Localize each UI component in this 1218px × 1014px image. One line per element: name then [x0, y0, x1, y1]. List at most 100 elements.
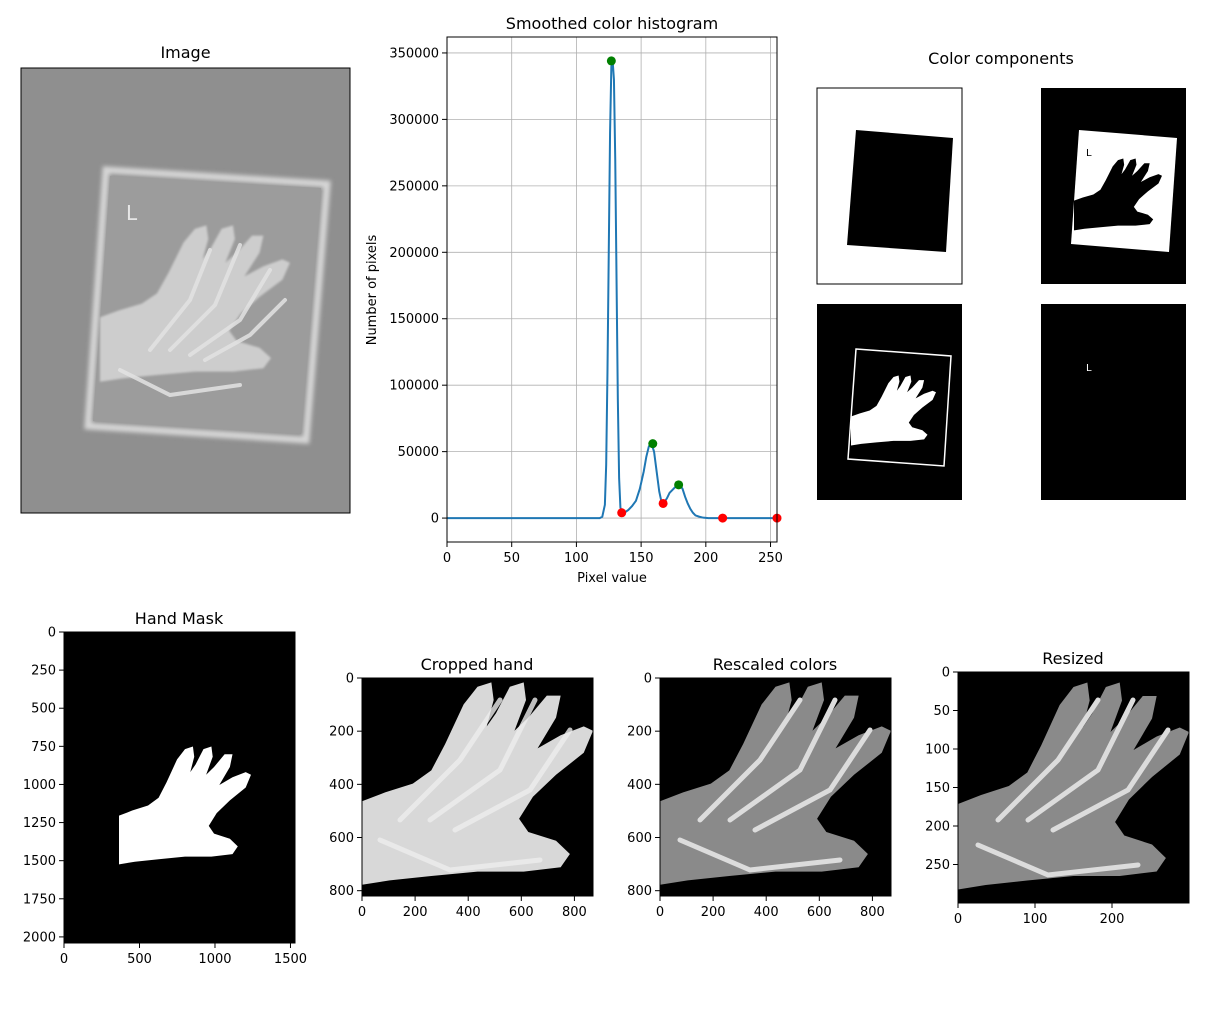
mask-frame: [63, 631, 296, 944]
mask-xtick-label: 1000: [198, 952, 231, 967]
histogram-ytick-label: 250000: [389, 179, 439, 194]
resized-xtick-label: 100: [1023, 912, 1048, 927]
cropped-ytick-label: 400: [329, 778, 354, 793]
resized-xtick-label: 0: [954, 912, 962, 927]
mask-ytick-label: 500: [31, 702, 56, 717]
histogram-ytick-label: 50000: [398, 445, 439, 460]
histogram-peak-point: [606, 56, 616, 66]
resized-ytick-label: 0: [942, 666, 950, 681]
rescaled-ytick-label: 400: [627, 778, 652, 793]
histogram-title: Smoothed color histogram: [506, 14, 718, 33]
resized-title: Resized: [1042, 649, 1103, 668]
histogram-xtick-label: 0: [443, 551, 451, 566]
histogram-valley-point: [658, 498, 668, 508]
histogram-x-ticks: 0 50 100 150 200 250: [443, 542, 783, 566]
rescaled-xtick-label: 200: [701, 905, 726, 920]
mask-ytick-label: 1750: [23, 892, 56, 907]
mask-ytick-label: 1000: [23, 778, 56, 793]
rescaled-ytick-label: 600: [627, 831, 652, 846]
components-title: Color components: [928, 49, 1074, 68]
component-letter: L: [1041, 304, 1186, 500]
histogram-xtick-label: 200: [693, 551, 718, 566]
resized-ticks: 0 100 200 0 50 100 150 200 250: [925, 666, 1190, 927]
resized-panel: Resized 0 100 200 0 50 100 150 200 250: [925, 649, 1190, 927]
cropped-ytick-label: 600: [329, 831, 354, 846]
marker-letter: L: [126, 201, 138, 225]
mask-ytick-label: 1500: [23, 854, 56, 869]
image-panel: Image L: [20, 43, 351, 514]
cropped-xtick-label: 200: [403, 905, 428, 920]
cropped-xtick-label: 600: [509, 905, 534, 920]
histogram-xtick-label: 150: [629, 551, 654, 566]
mask-ytick-label: 1250: [23, 816, 56, 831]
histogram-ytick-label: 0: [431, 512, 439, 527]
rescaled-xtick-label: 0: [656, 905, 664, 920]
histogram-xtick-label: 100: [564, 551, 589, 566]
cropped-xtick-label: 400: [456, 905, 481, 920]
histogram-ytick-label: 200000: [389, 246, 439, 261]
histogram-y-ticks: 0 50000 100000 150000 200000 250000 300000 3500…: [389, 46, 447, 527]
rescaled-ytick-label: 0: [644, 672, 652, 687]
cropped-ytick-label: 0: [346, 672, 354, 687]
cropped-xtick-label: 800: [562, 905, 587, 920]
component-letter-l: L: [1086, 363, 1092, 374]
rescaled-ticks: 0 200 400 600 800 0 200 400 600 800: [627, 672, 892, 920]
histogram-chart: Smoothed color histogram 0 50 100 150 200 250…: [365, 14, 783, 586]
hand-mask-panel: Hand Mask 0 500 1000 1500 0 250 500 750 1000 1250…: [23, 609, 307, 967]
resized-ytick-label: 100: [925, 743, 950, 758]
histogram-frame: [446, 36, 778, 543]
component-frame: L: [1041, 88, 1186, 284]
resized-ytick-label: 250: [925, 858, 950, 873]
components-panel: Color components L L: [816, 49, 1186, 500]
histogram-ytick-label: 350000: [389, 46, 439, 61]
cropped-ytick-label: 200: [329, 725, 354, 740]
mask-xtick-label: 0: [60, 952, 68, 967]
cropped-ytick-label: 800: [329, 884, 354, 899]
histogram-ytick-label: 300000: [389, 113, 439, 128]
rescaled-title: Rescaled colors: [713, 655, 837, 674]
xray-image: L: [20, 67, 351, 514]
cropped-ticks: 0 200 400 600 800 0 200 400 600 800: [329, 672, 594, 920]
rescaled-frame: [659, 677, 892, 897]
mask-title: Hand Mask: [135, 609, 224, 628]
resized-ytick-label: 200: [925, 820, 950, 835]
rescaled-xtick-label: 800: [860, 905, 885, 920]
histogram-peak-point: [648, 439, 658, 449]
rescaled-xtick-label: 600: [807, 905, 832, 920]
mask-ytick-label: 250: [31, 664, 56, 679]
histogram-xtick-label: 50: [503, 551, 520, 566]
histogram-valley-point: [718, 513, 728, 523]
histogram-ylabel: Number of pixels: [365, 234, 380, 345]
resized-ytick-label: 50: [933, 704, 950, 719]
histogram-xtick-label: 250: [758, 551, 783, 566]
mask-ticks: 0 500 1000 1500 0 250 500 750 1000 1250 1500 1750 20…: [23, 626, 307, 968]
histogram-peaks: [606, 56, 684, 490]
cropped-xtick-label: 0: [358, 905, 366, 920]
rescaled-ytick-label: 800: [627, 884, 652, 899]
mask-ytick-label: 750: [31, 740, 56, 755]
histogram-ytick-label: 100000: [389, 379, 439, 394]
histogram-series-line: [447, 60, 777, 520]
histogram-valleys: [617, 498, 782, 523]
component-plate: [816, 87, 963, 285]
mask-ytick-label: 2000: [23, 930, 56, 945]
component-hand: [817, 304, 962, 500]
rescaled-xtick-label: 400: [754, 905, 779, 920]
cropped-frame: [361, 677, 594, 897]
rescaled-panel: Rescaled colors 0 200 400 600 800 0 200 400 600 8…: [627, 655, 892, 920]
rescaled-ytick-label: 200: [627, 725, 652, 740]
mask-ytick-label: 0: [48, 626, 56, 641]
component-frame-letter: L: [1086, 148, 1092, 159]
histogram-ytick-label: 150000: [389, 312, 439, 327]
resized-xtick-label: 200: [1100, 912, 1125, 927]
histogram-valley-point: [617, 508, 627, 518]
histogram-xlabel: Pixel value: [577, 571, 647, 586]
resized-ytick-label: 150: [925, 781, 950, 796]
image-title: Image: [160, 43, 210, 62]
mask-xtick-label: 500: [127, 952, 152, 967]
cropped-title: Cropped hand: [421, 655, 534, 674]
mask-xtick-label: 1500: [274, 952, 307, 967]
histogram-peak-point: [674, 480, 684, 490]
cropped-hand-panel: Cropped hand 0 200 400 600 800 0 200 400 600 800: [329, 655, 594, 920]
